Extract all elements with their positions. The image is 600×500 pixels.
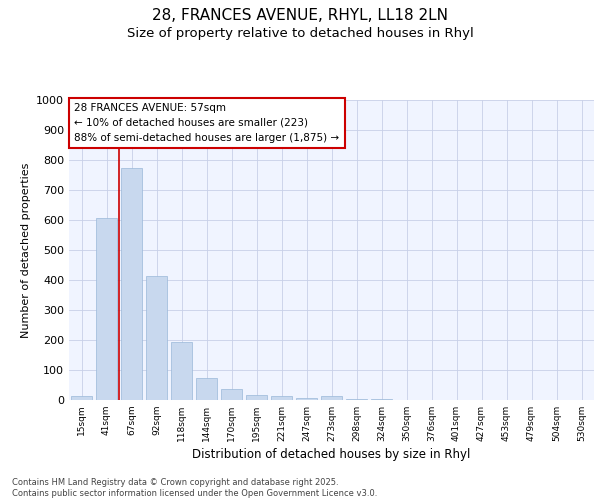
Bar (171, 342, 192, 400)
Bar (296, 398, 317, 400)
Bar (146, 276, 167, 400)
Bar (221, 388, 242, 400)
Bar (346, 398, 367, 400)
Bar (196, 378, 217, 400)
Text: Size of property relative to detached houses in Rhyl: Size of property relative to detached ho… (127, 28, 473, 40)
Bar (71, 396, 92, 400)
Bar (96, 218, 117, 400)
Bar (121, 168, 142, 400)
Text: 28 FRANCES AVENUE: 57sqm
← 10% of detached houses are smaller (223)
88% of semi-: 28 FRANCES AVENUE: 57sqm ← 10% of detach… (74, 103, 340, 142)
Bar (246, 395, 267, 400)
Text: 28, FRANCES AVENUE, RHYL, LL18 2LN: 28, FRANCES AVENUE, RHYL, LL18 2LN (152, 8, 448, 22)
Bar (271, 396, 292, 400)
Text: Contains HM Land Registry data © Crown copyright and database right 2025.
Contai: Contains HM Land Registry data © Crown c… (12, 478, 377, 498)
Bar (321, 396, 342, 400)
Y-axis label: Number of detached properties: Number of detached properties (20, 162, 31, 338)
X-axis label: Distribution of detached houses by size in Rhyl: Distribution of detached houses by size … (193, 448, 470, 461)
